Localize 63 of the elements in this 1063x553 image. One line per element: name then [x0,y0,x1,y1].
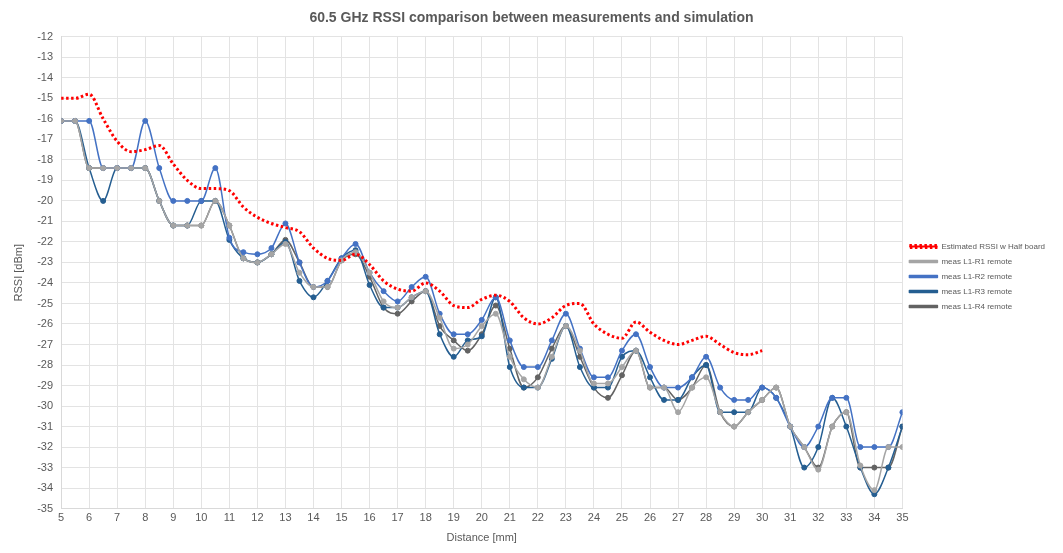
chart-title: 60.5 GHz RSSI comparison between measurements and simulation [309,9,754,26]
x-tick-label: 19 [447,511,460,524]
y-tick-label: -23 [37,255,54,268]
y-tick-label: -27 [37,337,54,350]
x-tick-label: 23 [559,511,573,524]
x-tick-label: 12 [251,511,264,524]
x-tick-label: 18 [419,511,432,524]
y-tick-label: -34 [37,481,54,494]
y-tick-label: -13 [37,50,54,63]
y-tick-label: -16 [37,111,54,124]
x-tick-label: 11 [223,511,236,524]
x-tick-label: 24 [587,511,601,524]
legend-label: meas L1-R2 remote [941,271,1013,281]
x-tick-label: 10 [195,511,208,524]
y-tick-label: -20 [37,193,54,206]
y-tick-label: -22 [37,234,54,247]
y-tick-label: -25 [37,296,54,309]
x-tick-label: 25 [615,511,629,524]
legend-label: Estimated RSSI w Half board [941,241,1046,251]
y-tick-label: -35 [37,501,54,514]
y-tick-label: -12 [37,29,54,42]
x-tick-label: 16 [363,511,376,524]
x-tick-label: 27 [671,511,685,524]
x-tick-label: 9 [170,511,177,524]
y-tick-label: -17 [37,132,54,145]
x-tick-label: 17 [391,511,404,524]
x-tick-label: 5 [58,511,65,524]
y-tick-label: -28 [37,358,54,371]
x-tick-label: 29 [728,511,741,524]
y-tick-label: -24 [37,275,54,288]
x-tick-label: 33 [840,511,853,524]
y-tick-label: -29 [37,378,54,391]
x-tick-label: 26 [643,511,657,524]
x-tick-label: 6 [86,511,93,524]
y-tick-label: -21 [37,214,54,227]
x-tick-label: 32 [812,511,825,524]
y-axis-title: RSSI [dBm] [11,243,24,302]
y-tick-label: -33 [37,460,54,473]
x-tick-label: 13 [279,511,292,524]
x-tick-label: 8 [142,511,149,524]
x-tick-label: 28 [699,511,713,524]
y-tick-label: -18 [37,152,54,165]
x-tick-label: 31 [784,511,797,524]
y-tick-label: -19 [37,173,54,186]
legend-label: meas L1-R4 remote [941,301,1013,311]
x-tick-label: 30 [756,511,769,524]
y-tick-label: -30 [37,399,54,412]
y-tick-label: -26 [37,317,54,330]
x-tick-label: 15 [335,511,348,524]
x-axis-title: Distance [mm] [446,531,517,544]
x-tick-label: 20 [475,511,488,524]
x-tick-label: 35 [896,511,909,524]
legend-label: meas L1-R3 remote [941,286,1013,296]
y-tick-label: -31 [37,419,54,432]
y-tick-label: -32 [37,440,54,453]
x-tick-label: 14 [307,511,320,524]
y-tick-label: -15 [37,91,54,104]
x-tick-label: 21 [503,511,516,524]
x-tick-label: 22 [531,511,544,524]
x-tick-label: 7 [114,511,121,524]
y-tick-label: -14 [37,70,54,83]
legend-label: meas L1-R1 remote [941,256,1013,266]
x-tick-label: 34 [868,511,881,524]
